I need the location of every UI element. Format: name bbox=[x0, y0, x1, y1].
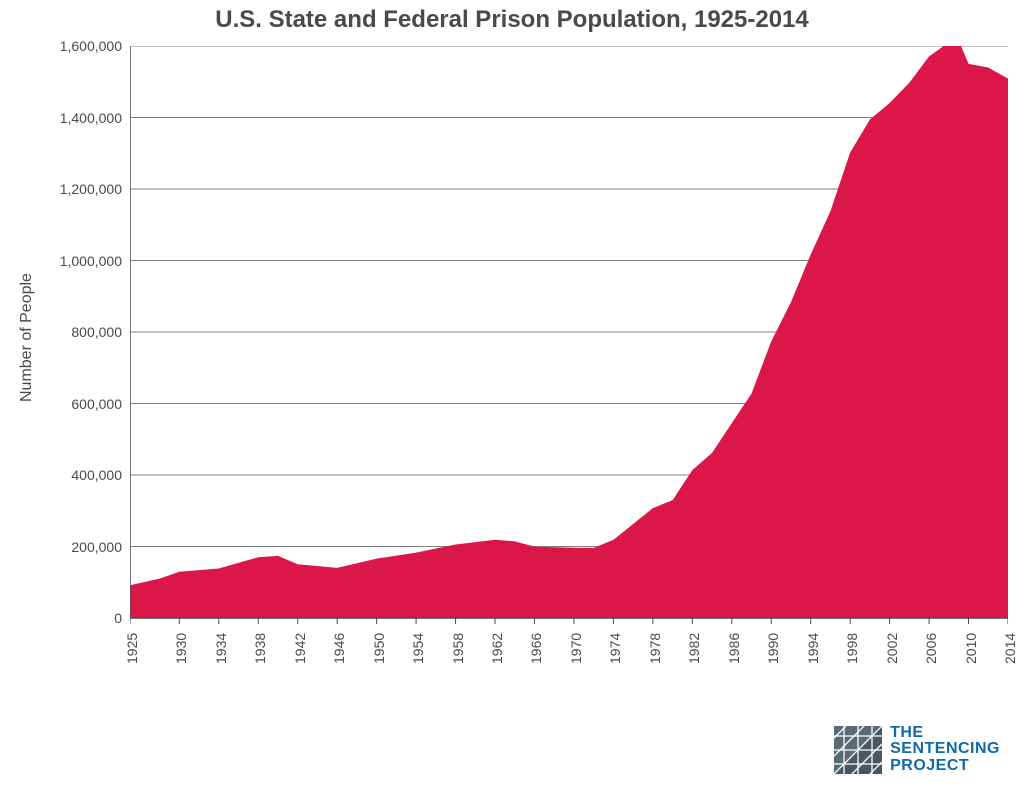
x-tick-label: 1925 bbox=[124, 633, 140, 664]
x-tick-label: 1946 bbox=[331, 633, 347, 664]
x-tick-label: 1978 bbox=[647, 633, 663, 664]
x-tick-label: 1942 bbox=[292, 633, 308, 664]
x-tick-label: 1962 bbox=[489, 633, 505, 664]
x-tick-label: 1970 bbox=[568, 633, 584, 664]
x-tick-label: 1958 bbox=[450, 633, 466, 664]
x-tick-label: 2002 bbox=[884, 633, 900, 664]
x-tick-label: 1954 bbox=[410, 633, 426, 664]
x-tick-label: 1974 bbox=[607, 633, 623, 664]
source-logo: THE SENTENCING PROJECT bbox=[834, 725, 1000, 775]
x-tick-label: 1938 bbox=[252, 633, 268, 664]
x-tick-label: 1998 bbox=[844, 633, 860, 664]
y-tick-label: 800,000 bbox=[42, 324, 122, 340]
y-tick-label: 1,000,000 bbox=[42, 253, 122, 269]
x-tick-label: 1986 bbox=[726, 633, 742, 664]
x-tick-label: 2006 bbox=[923, 633, 939, 664]
logo-text: THE SENTENCING PROJECT bbox=[890, 725, 1000, 775]
chart-title: U.S. State and Federal Prison Population… bbox=[0, 6, 1024, 34]
x-tick-label: 1930 bbox=[173, 633, 189, 664]
x-tick-label: 1950 bbox=[371, 633, 387, 664]
x-tick-label: 1966 bbox=[528, 633, 544, 664]
x-tick-label: 1982 bbox=[686, 633, 702, 664]
logo-line2: SENTENCING bbox=[890, 741, 1000, 758]
x-tick-label: 1990 bbox=[765, 633, 781, 664]
area-chart bbox=[130, 46, 1008, 628]
y-tick-label: 1,200,000 bbox=[42, 181, 122, 197]
y-tick-label: 400,000 bbox=[42, 467, 122, 483]
x-tick-label: 2010 bbox=[963, 633, 979, 664]
x-tick-label: 1994 bbox=[805, 633, 821, 664]
logo-line3: PROJECT bbox=[890, 758, 1000, 775]
y-tick-label: 1,600,000 bbox=[42, 38, 122, 54]
y-tick-label: 600,000 bbox=[42, 396, 122, 412]
x-tick-label: 1934 bbox=[213, 633, 229, 664]
logo-line1: THE bbox=[890, 725, 1000, 742]
y-tick-label: 0 bbox=[42, 610, 122, 626]
x-tick-label: 2014 bbox=[1002, 633, 1018, 664]
logo-icon bbox=[834, 726, 882, 774]
y-tick-label: 200,000 bbox=[42, 539, 122, 555]
y-axis-label: Number of People bbox=[18, 273, 36, 402]
y-tick-label: 1,400,000 bbox=[42, 110, 122, 126]
